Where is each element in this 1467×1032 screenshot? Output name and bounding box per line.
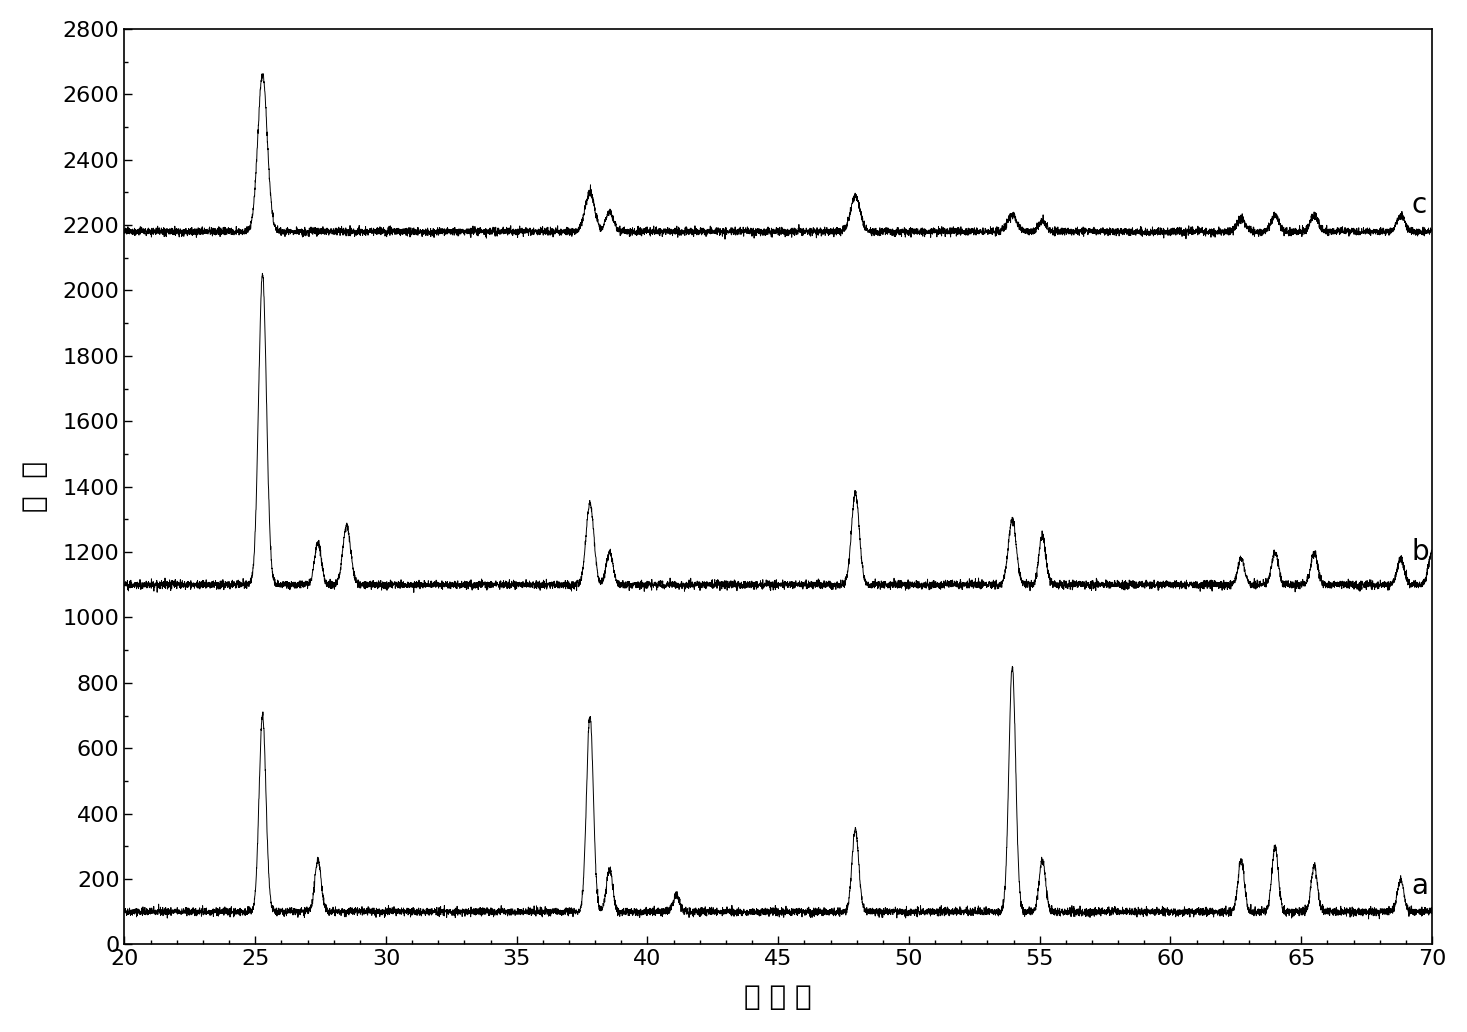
Text: b: b	[1411, 538, 1429, 566]
Text: a: a	[1411, 872, 1427, 900]
Y-axis label: 强  度: 强 度	[21, 461, 48, 512]
X-axis label: 衍 射 角: 衍 射 角	[744, 983, 813, 1011]
Text: c: c	[1411, 191, 1426, 220]
